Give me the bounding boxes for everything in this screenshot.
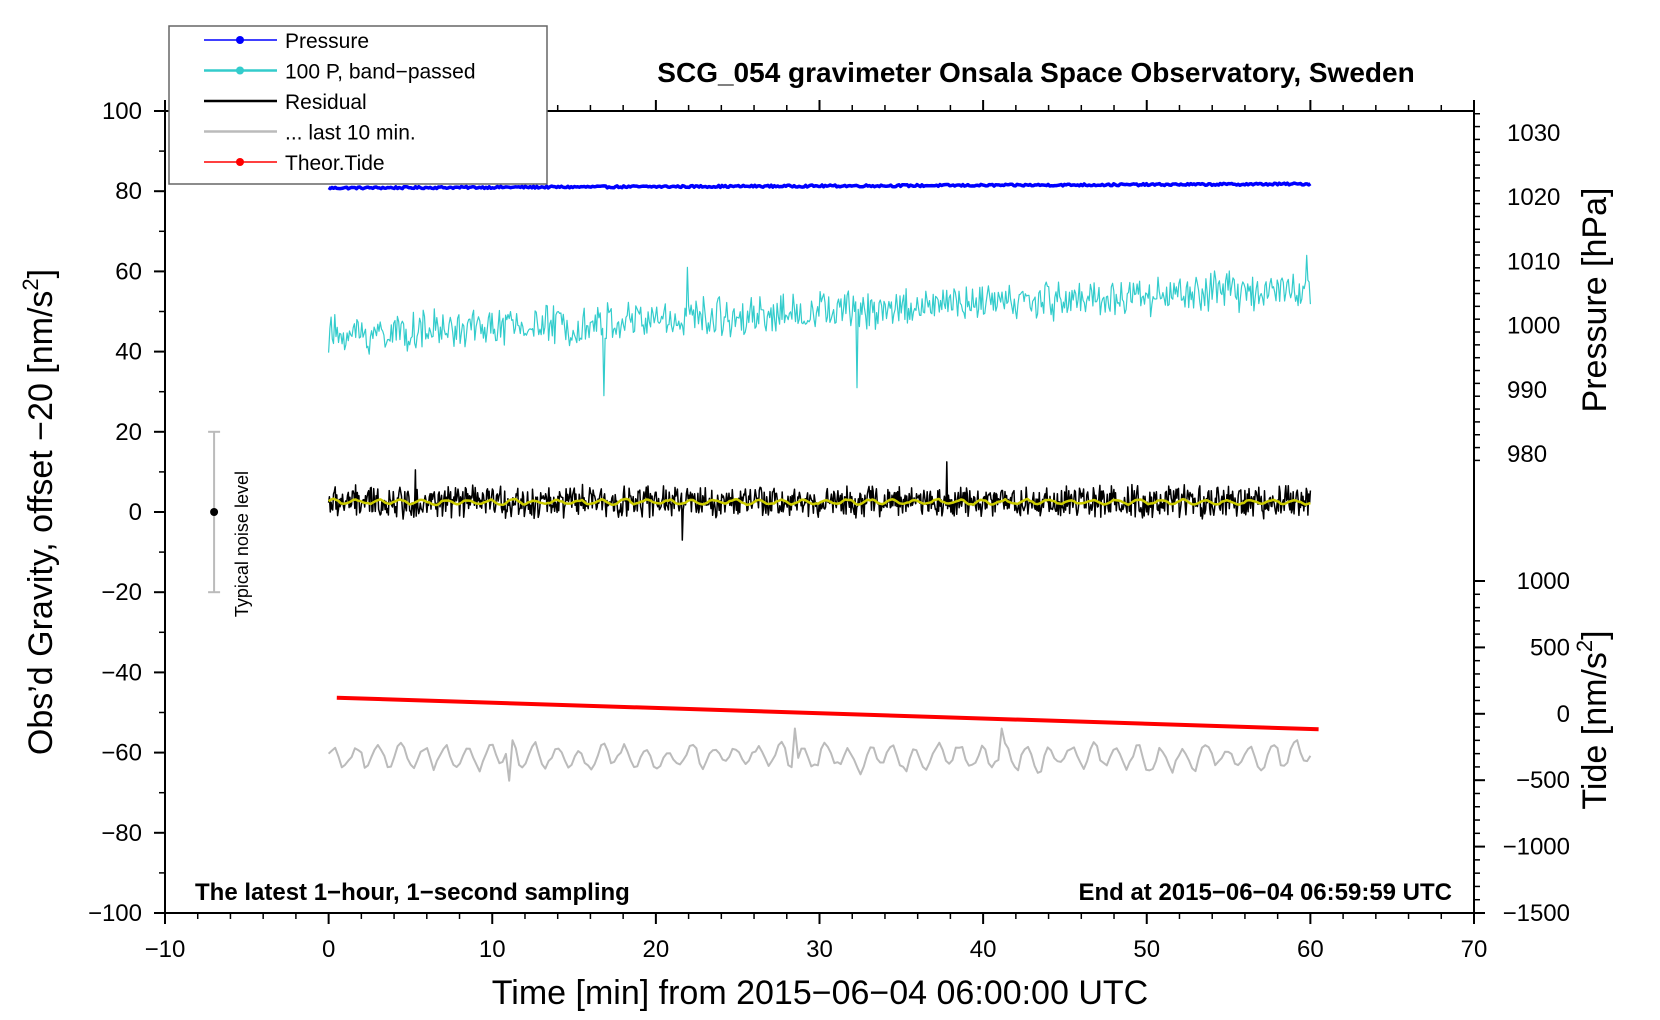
tide-axis: −1500 −1000 −500 0 500 1000: [1474, 568, 1570, 927]
tide-axis-title-main: Tide [nm/s: [1576, 652, 1614, 809]
tide-tick-label: −1500: [1503, 900, 1570, 927]
series-theor-tide: [336, 695, 1319, 732]
pressure-tick-label: 990: [1507, 377, 1547, 404]
legend-box: [168, 25, 548, 185]
y-axis-title-main: Obs’d Gravity, offset −20 [nm/s: [22, 291, 60, 756]
series-pressure: [327, 181, 1312, 191]
legend-label: ... last 10 min.: [285, 122, 416, 145]
plot-frame: [164, 110, 1475, 914]
tide-tick-label: 0: [1557, 701, 1570, 728]
series-100-p-band-passed: [328, 254, 1311, 397]
y-axis-title-end: ]: [22, 269, 60, 278]
sampling-note: The latest 1−hour, 1−second sampling: [195, 879, 630, 906]
y-minor-ticks: [159, 150, 165, 874]
y-tick-label: 100: [102, 98, 142, 125]
legend: Pressure 100 P, band−passed Residual ... la…: [168, 25, 548, 185]
y-tick-label: 60: [115, 258, 142, 285]
pressure-tick-label: 1030: [1507, 120, 1560, 147]
tide-tick-label: 1000: [1517, 568, 1570, 595]
series-last-10-min: [327, 727, 1312, 782]
y-axis: −100 −80 −60 −40 −20 0 20 40 60 80 100: [88, 98, 165, 927]
noise-level-bar: Typical noise level: [208, 430, 252, 617]
legend-label: 100 P, band−passed: [285, 61, 476, 84]
pressure-axis: 980 990 1000 1010 1020 1030: [1474, 112, 1560, 468]
pressure-tick-label: 980: [1507, 441, 1547, 468]
y-tick-label: 20: [115, 419, 142, 446]
chart-title: SCG_054 gravimeter Onsala Space Observat…: [657, 57, 1414, 88]
y-tick-label: −20: [101, 579, 142, 606]
legend-label: Theor.Tide: [285, 152, 385, 175]
legend-marker: [236, 158, 244, 166]
tide-tick-label: −1000: [1503, 834, 1570, 861]
y-tick-label: −60: [101, 740, 142, 767]
legend-marker: [236, 66, 244, 75]
legend-label: Residual: [285, 91, 367, 114]
pressure-tick-label: 1000: [1507, 313, 1560, 340]
pressure-tick-label: 1020: [1507, 184, 1560, 211]
y-tick-label: −40: [101, 659, 142, 686]
y-tick-label: −100: [88, 900, 142, 927]
x-minor-ticks: [196, 913, 1443, 919]
pressure-axis-title: Pressure [hPa]: [1576, 188, 1614, 413]
x-tick-label: 20: [643, 936, 670, 963]
legend-marker: [236, 36, 244, 44]
pressure-tick-label: 1010: [1507, 248, 1560, 275]
noise-level-label: Typical noise level: [232, 471, 252, 617]
y-tick-label: 0: [129, 499, 142, 526]
x-tick-label: −10: [145, 936, 186, 963]
x-tick-label: 30: [806, 936, 833, 963]
x-tick-label: 0: [322, 936, 335, 963]
tide-axis-title: Tide [nm/s2]: [1572, 630, 1614, 809]
series-residual: [327, 461, 1312, 541]
tide-tick-label: −500: [1516, 767, 1570, 794]
end-time-note: End at 2015−06−04 06:59:59 UTC: [1078, 879, 1452, 906]
series-layer: [327, 181, 1319, 782]
y-axis-title: Obs’d Gravity, offset −20 [nm/s2]: [18, 269, 60, 755]
x-tick-label: 50: [1133, 936, 1160, 963]
tide-tick-label: 500: [1530, 634, 1570, 661]
x-tick-label: 60: [1297, 936, 1324, 963]
y-tick-label: 40: [115, 339, 142, 366]
legend-label: Pressure: [285, 30, 369, 53]
legend-items: Pressure 100 P, band−passed Residual ... la…: [204, 30, 476, 175]
y-tick-label: 80: [115, 178, 142, 205]
x-tick-label: 40: [970, 936, 997, 963]
tide-axis-title-sup: 2: [1572, 640, 1597, 652]
x-axis: −10 0 10 20 30 40 50 60 70: [145, 100, 1488, 963]
y-tick-label: −80: [101, 820, 142, 847]
x-tick-label: 10: [479, 936, 506, 963]
noise-level-center-dot: [210, 508, 219, 516]
y-axis-title-sup: 2: [18, 278, 43, 290]
x-tick-label: 70: [1461, 936, 1488, 963]
x-axis-title: Time [min] from 2015−06−04 06:00:00 UTC: [492, 974, 1148, 1012]
tide-axis-title-end: ]: [1576, 630, 1614, 639]
series-residual-smoothed: [327, 497, 1311, 507]
